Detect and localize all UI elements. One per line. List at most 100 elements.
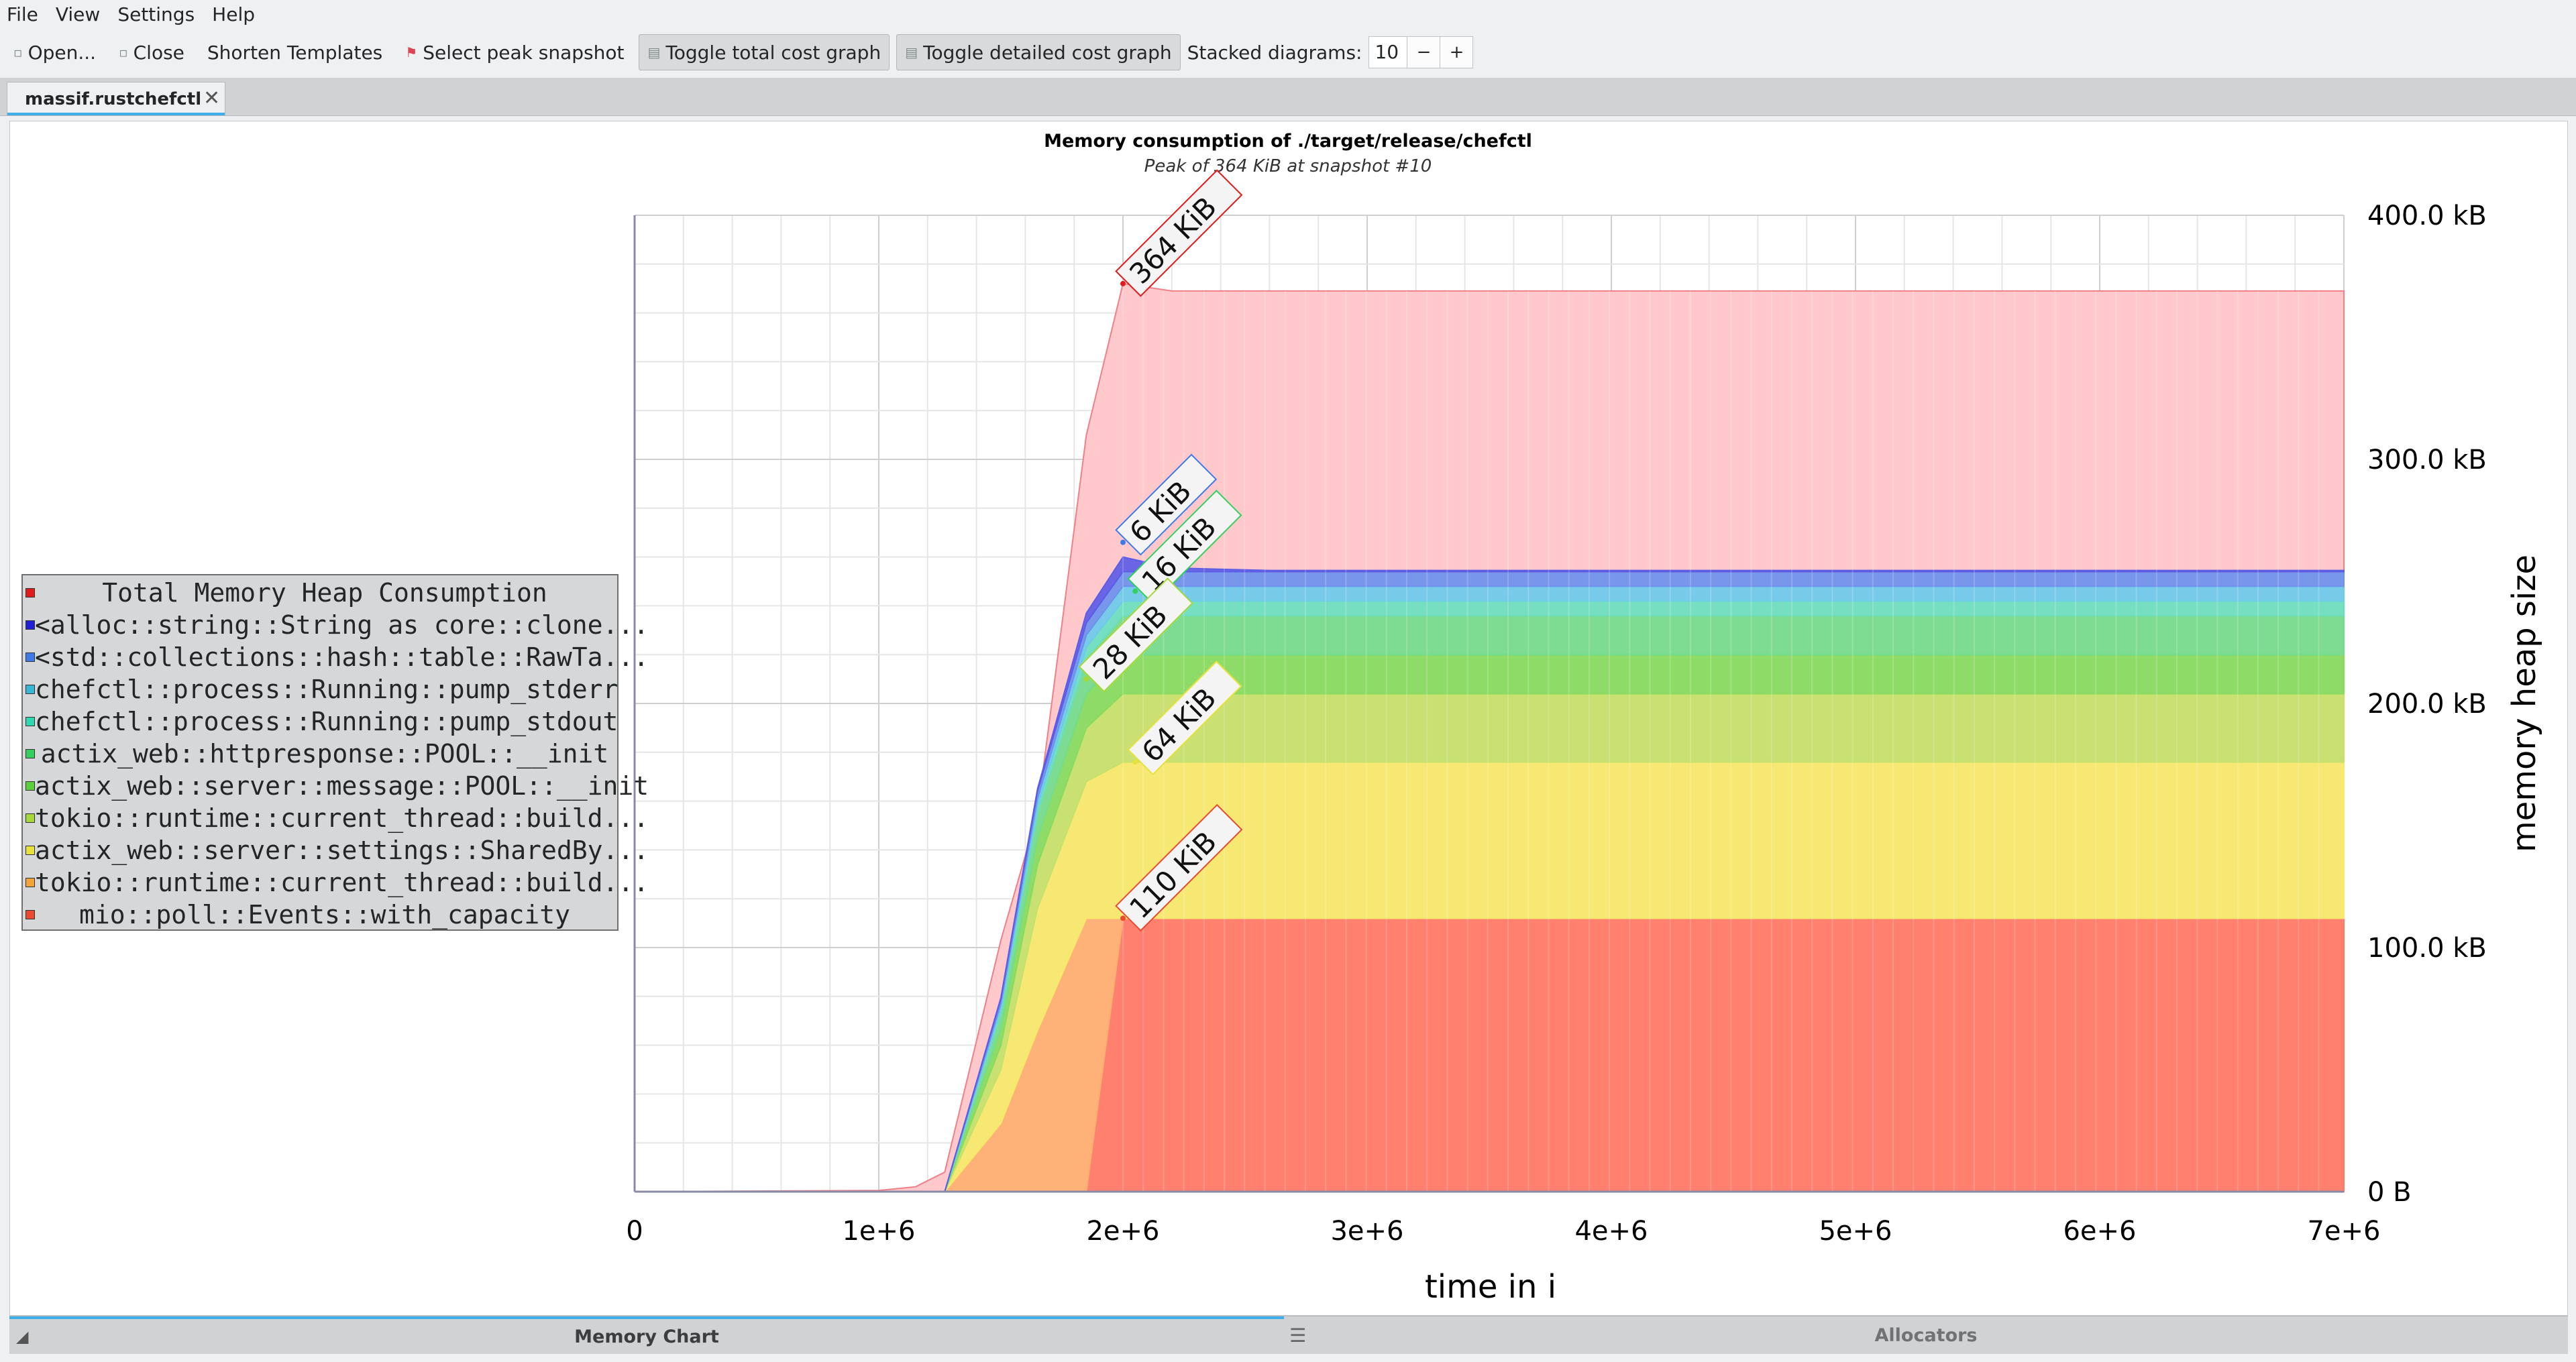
y-tick-label: 0 B	[2367, 1177, 2412, 1208]
legend-swatch	[25, 813, 35, 823]
x-tick-label: 3e+6	[1330, 1216, 1403, 1247]
legend-swatch	[25, 781, 35, 791]
legend-item: actix_web::httpresponse::POOL::__init	[23, 738, 617, 770]
legend-label: actix_web::httpresponse::POOL::__init	[40, 739, 609, 769]
tab-memory-chart-label: Memory Chart	[574, 1326, 719, 1347]
annotation-box	[1115, 453, 1218, 556]
toggle-detailed-cost-label: Toggle detailed cost graph	[923, 41, 1172, 64]
view-tab-bar: Memory Chart ◢ ☰ Allocators	[9, 1316, 2568, 1354]
stacked-increment-button[interactable]: +	[1440, 36, 1474, 68]
annotation-marker	[1120, 539, 1126, 545]
open-button[interactable]: ▫ Open...	[5, 34, 104, 70]
chart-icon: ◢	[16, 1327, 29, 1346]
legend-item: <std::collections::hash::table::RawTa...	[23, 641, 649, 673]
toggle-total-cost-label: Toggle total cost graph	[665, 41, 881, 64]
annotation-text: 364 KiB	[1123, 190, 1223, 290]
chart-axes	[633, 215, 2344, 1193]
x-tick-label: 2e+6	[1086, 1216, 1159, 1247]
legend-item: tokio::runtime::current_thread::build...	[23, 866, 649, 899]
legend-label: Total Memory Heap Consumption	[102, 578, 547, 608]
x-tick-label: 7e+6	[2307, 1216, 2380, 1247]
toggle-detailed-cost-button[interactable]: ▤ Toggle detailed cost graph	[896, 34, 1181, 70]
chart-ticks: 0 1e+6 2e+6 3e+6 4e+6 5e+6 6e+6 7e+6 0 B 100.0 kB…	[626, 201, 2487, 1247]
annotation-box	[1078, 577, 1193, 693]
legend-label: <alloc::string::String as core::clone...	[35, 610, 649, 640]
close-button[interactable]: ▫ Close	[111, 34, 193, 70]
annotation-box	[1127, 490, 1242, 605]
legend-label: actix_web::server::settings::SharedBy...	[35, 836, 649, 865]
legend-swatch	[25, 652, 35, 662]
legend-swatch	[25, 717, 35, 726]
menu-help[interactable]: Help	[212, 3, 255, 25]
annotation-box	[1115, 169, 1243, 297]
chart-title: Memory consumption of ./target/release/c…	[1044, 131, 1532, 152]
shorten-templates-label: Shorten Templates	[207, 41, 383, 64]
annotation-marker	[1132, 588, 1138, 594]
legend-label: chefctl::process::Running::pump_stdout	[35, 707, 619, 736]
legend-label: <std::collections::hash::table::RawTa...	[35, 642, 649, 672]
chart-legend: Total Memory Heap Consumption <alloc::str…	[21, 574, 649, 931]
series-area-0	[635, 917, 2345, 1192]
y-tick-label: 300.0 kB	[2367, 445, 2487, 475]
tab-label: massif.rustchefctl	[25, 89, 202, 109]
document-tab-bar: massif.rustchefctl ✕	[0, 78, 2576, 116]
annotation-box	[1115, 803, 1243, 932]
legend-swatch	[25, 588, 35, 598]
shorten-templates-button[interactable]: Shorten Templates	[199, 34, 390, 70]
legend-item: mio::poll::Events::with_capacity	[23, 899, 617, 931]
flag-icon: ⚑	[405, 44, 418, 60]
legend-label: chefctl::process::Running::pump_stderr	[35, 675, 619, 704]
toolbar: ▫ Open... ▫ Close Shorten Templates ⚑ Se…	[0, 31, 2576, 74]
legend-swatch	[25, 685, 35, 694]
menu-settings[interactable]: Settings	[117, 3, 195, 25]
tab-active-indicator	[7, 113, 225, 115]
x-tick-label: 0	[626, 1216, 643, 1247]
chart-icon: ▤	[905, 44, 918, 60]
list-icon: ☰	[1289, 1324, 1307, 1347]
chart-areas	[634, 282, 2345, 1192]
chart-icon: ▤	[647, 44, 661, 60]
x-axis-label: time in i	[1425, 1268, 1556, 1306]
legend-item: chefctl::process::Running::pump_stderr	[23, 673, 619, 705]
x-tick-label: 6e+6	[2063, 1216, 2136, 1247]
menu-view[interactable]: View	[55, 3, 101, 25]
legend-swatch	[25, 749, 35, 758]
toggle-total-cost-button[interactable]: ▤ Toggle total cost graph	[639, 34, 890, 70]
tab-memory-chart[interactable]: Memory Chart	[9, 1316, 1284, 1354]
y-axis-label: memory heap size	[2506, 555, 2543, 852]
legend-label: mio::poll::Events::with_capacity	[78, 900, 571, 929]
close-tab-icon[interactable]: ✕	[203, 87, 221, 110]
close-button-label: Close	[133, 41, 184, 64]
annotation-label: 364 KiB	[1115, 169, 1243, 297]
stacked-diagrams-input[interactable]: 10	[1368, 36, 1408, 68]
open-button-label: Open...	[28, 41, 97, 64]
y-tick-label: 200.0 kB	[2367, 689, 2487, 720]
menu-bar: File View Settings Help	[0, 0, 2576, 28]
legend-item: <alloc::string::String as core::clone...	[23, 609, 649, 641]
x-tick-label: 5e+6	[1819, 1216, 1892, 1247]
legend-swatch	[25, 846, 35, 855]
legend-item: actix_web::server::settings::SharedBy...	[23, 834, 649, 866]
legend-item: tokio::runtime::current_thread::build...	[23, 802, 649, 834]
y-tick-label: 100.0 kB	[2367, 933, 2487, 964]
stacked-diagrams-label: Stacked diagrams:	[1187, 41, 1362, 64]
legend-swatch	[25, 878, 35, 887]
legend-item: Total Memory Heap Consumption	[23, 577, 617, 609]
select-peak-label: Select peak snapshot	[423, 41, 625, 64]
legend-item: chefctl::process::Running::pump_stdout	[23, 705, 619, 738]
tab-allocators-label: Allocators	[1874, 1324, 1978, 1346]
menu-file[interactable]: File	[7, 3, 38, 25]
annotation-marker	[1132, 759, 1138, 765]
tab-allocators[interactable]: Allocators	[1284, 1316, 2568, 1354]
annotation-marker	[1083, 676, 1089, 682]
series-area-9	[635, 556, 2345, 1192]
x-tick-label: 4e+6	[1574, 1216, 1648, 1247]
x-tick-label: 1e+6	[842, 1216, 915, 1247]
stacked-decrement-button[interactable]: −	[1407, 36, 1441, 68]
select-peak-button[interactable]: ⚑ Select peak snapshot	[397, 34, 632, 70]
chart-subtitle: Peak of 364 KiB at snapshot #10	[1144, 156, 1432, 176]
memory-chart: Memory consumption of ./target/release/c…	[626, 131, 2543, 1306]
tab-massif-file[interactable]: massif.rustchefctl ✕	[7, 82, 225, 115]
open-icon: ▫	[13, 44, 23, 60]
memory-chart-panel: Memory consumption of ./target/release/c…	[9, 121, 2568, 1316]
